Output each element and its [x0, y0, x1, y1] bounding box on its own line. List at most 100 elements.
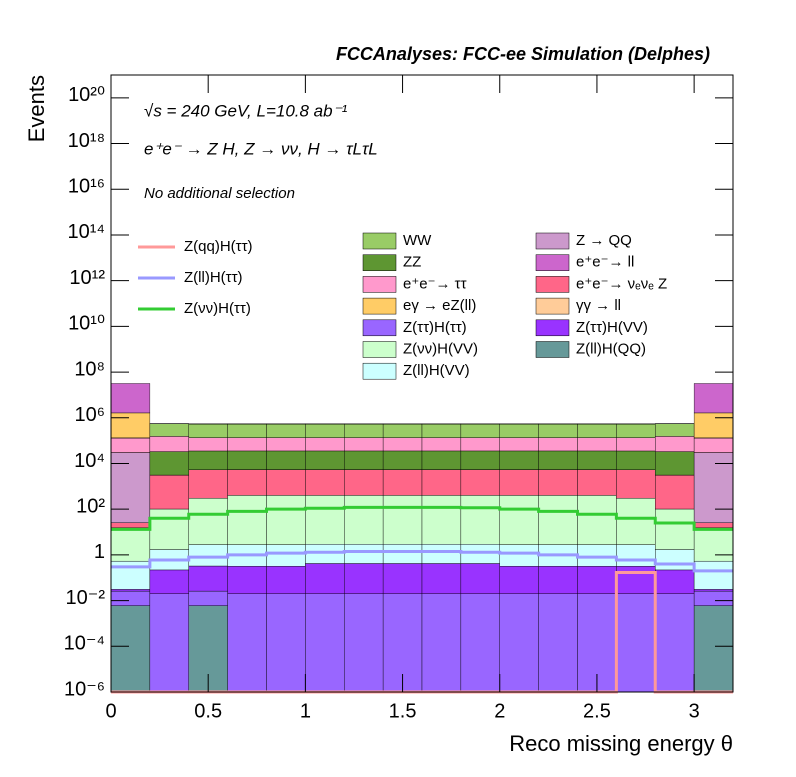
histogram-segment — [228, 424, 267, 438]
legend-label: γγ → ll — [576, 297, 621, 314]
histogram-segment — [228, 451, 267, 470]
y-axis-label: Events — [24, 75, 49, 142]
legend-swatch — [363, 320, 396, 336]
histogram-segment — [655, 594, 694, 692]
histogram-segment — [150, 424, 189, 437]
x-tick-label: 2.5 — [583, 700, 611, 722]
legend-swatch — [536, 276, 569, 292]
legend-label: Z(νν)H(ττ) — [184, 300, 251, 317]
histogram-segment — [694, 591, 733, 606]
histogram-segment — [422, 424, 461, 438]
histogram-segment — [267, 424, 306, 438]
histogram-segment — [344, 438, 383, 451]
y-tick-label: 10⁻⁶ — [64, 678, 105, 700]
histogram-segment — [461, 438, 500, 451]
y-tick-label: 10⁴ — [74, 450, 105, 472]
histogram-segment — [383, 470, 422, 496]
histogram-segment — [422, 470, 461, 496]
legend-label: Z(qq)H(ττ) — [184, 238, 253, 255]
legend-swatch — [363, 276, 396, 292]
histogram-segment — [150, 594, 189, 692]
y-tick-label: 10² — [76, 495, 105, 517]
histogram-segment — [267, 470, 306, 496]
histogram-segment — [383, 438, 422, 451]
histogram-segment — [111, 438, 150, 453]
histogram-segment — [305, 594, 344, 692]
histogram-segment — [111, 606, 150, 692]
legend-label: eγ → eZ(ll) — [403, 297, 476, 314]
histogram-segment — [461, 495, 500, 544]
histogram-segment — [150, 475, 189, 509]
histogram-segment — [616, 438, 655, 451]
legend-label: Z(νν)H(VV) — [403, 340, 478, 357]
histogram-segment — [267, 438, 306, 451]
histogram-segment — [694, 606, 733, 692]
histogram-segment — [539, 424, 578, 438]
legend-label: Z(ll)H(ττ) — [184, 269, 243, 286]
legend-label: Z(ττ)H(ττ) — [403, 319, 467, 336]
annotation: e⁺e⁻ → Z H, Z → νν, H → τLτL — [144, 139, 378, 158]
histogram-segment — [228, 438, 267, 451]
histogram-segment — [655, 570, 694, 594]
histogram-segment — [344, 451, 383, 470]
histogram-segment — [344, 470, 383, 496]
legend-swatch — [536, 298, 569, 314]
histogram-segment — [461, 594, 500, 692]
legend-label: Z(ll)H(VV) — [403, 362, 470, 379]
legend-label: e⁺e⁻→ νₑνₑ Z — [576, 275, 667, 292]
histogram-segment — [500, 566, 539, 594]
histogram-segment — [500, 470, 539, 496]
histogram-segment — [189, 470, 228, 498]
legend-label: e⁺e⁻→ ll — [576, 254, 634, 271]
histogram-segment — [150, 436, 189, 451]
histogram-segment — [578, 424, 617, 438]
histogram-segment — [461, 424, 500, 438]
histogram-segment — [539, 495, 578, 544]
x-tick-label: 0.5 — [194, 700, 222, 722]
histogram-segment — [422, 544, 461, 563]
histogram-segment — [189, 545, 228, 566]
histogram-segment — [383, 495, 422, 544]
x-tick-label: 1.5 — [389, 700, 417, 722]
histogram-segment — [655, 550, 694, 570]
histogram-segment — [228, 566, 267, 594]
histogram-segment — [500, 495, 539, 544]
legend-swatch — [363, 298, 396, 314]
histogram-segment — [111, 383, 150, 412]
histogram-segment — [694, 589, 733, 591]
histogram-segment — [111, 413, 150, 438]
legend-swatch — [536, 342, 569, 358]
histogram-segment — [539, 594, 578, 692]
legend-swatch — [363, 363, 396, 379]
histogram-segment — [655, 424, 694, 437]
histogram-segment — [150, 452, 189, 475]
legend-label: WW — [403, 232, 432, 249]
histogram-segment — [189, 424, 228, 438]
y-tick-label: 10¹⁴ — [68, 221, 106, 243]
histogram-segment — [305, 438, 344, 451]
histogram-segment — [616, 545, 655, 567]
histogram-segment — [655, 475, 694, 509]
histogram-segment — [150, 509, 189, 549]
histogram-segment — [655, 452, 694, 475]
histogram-segment — [461, 470, 500, 496]
histogram-segment — [578, 545, 617, 567]
histogram-segment — [267, 566, 306, 594]
histogram-segment — [305, 544, 344, 563]
histogram-segment — [111, 589, 150, 591]
histogram-segment — [500, 424, 539, 438]
histogram-segment — [305, 563, 344, 593]
histogram-segment — [150, 570, 189, 594]
histogram-segment — [267, 545, 306, 567]
histogram-segment — [305, 424, 344, 438]
histogram-segment — [305, 451, 344, 470]
legend-swatch — [536, 320, 569, 336]
histogram-segment — [578, 438, 617, 451]
x-tick-label: 0 — [105, 700, 116, 722]
histogram-segment — [305, 495, 344, 544]
histogram-segment — [539, 470, 578, 496]
histogram-segment — [383, 544, 422, 563]
histogram-segment — [344, 594, 383, 692]
histogram-segment — [578, 495, 617, 544]
histogram-segment — [344, 544, 383, 563]
